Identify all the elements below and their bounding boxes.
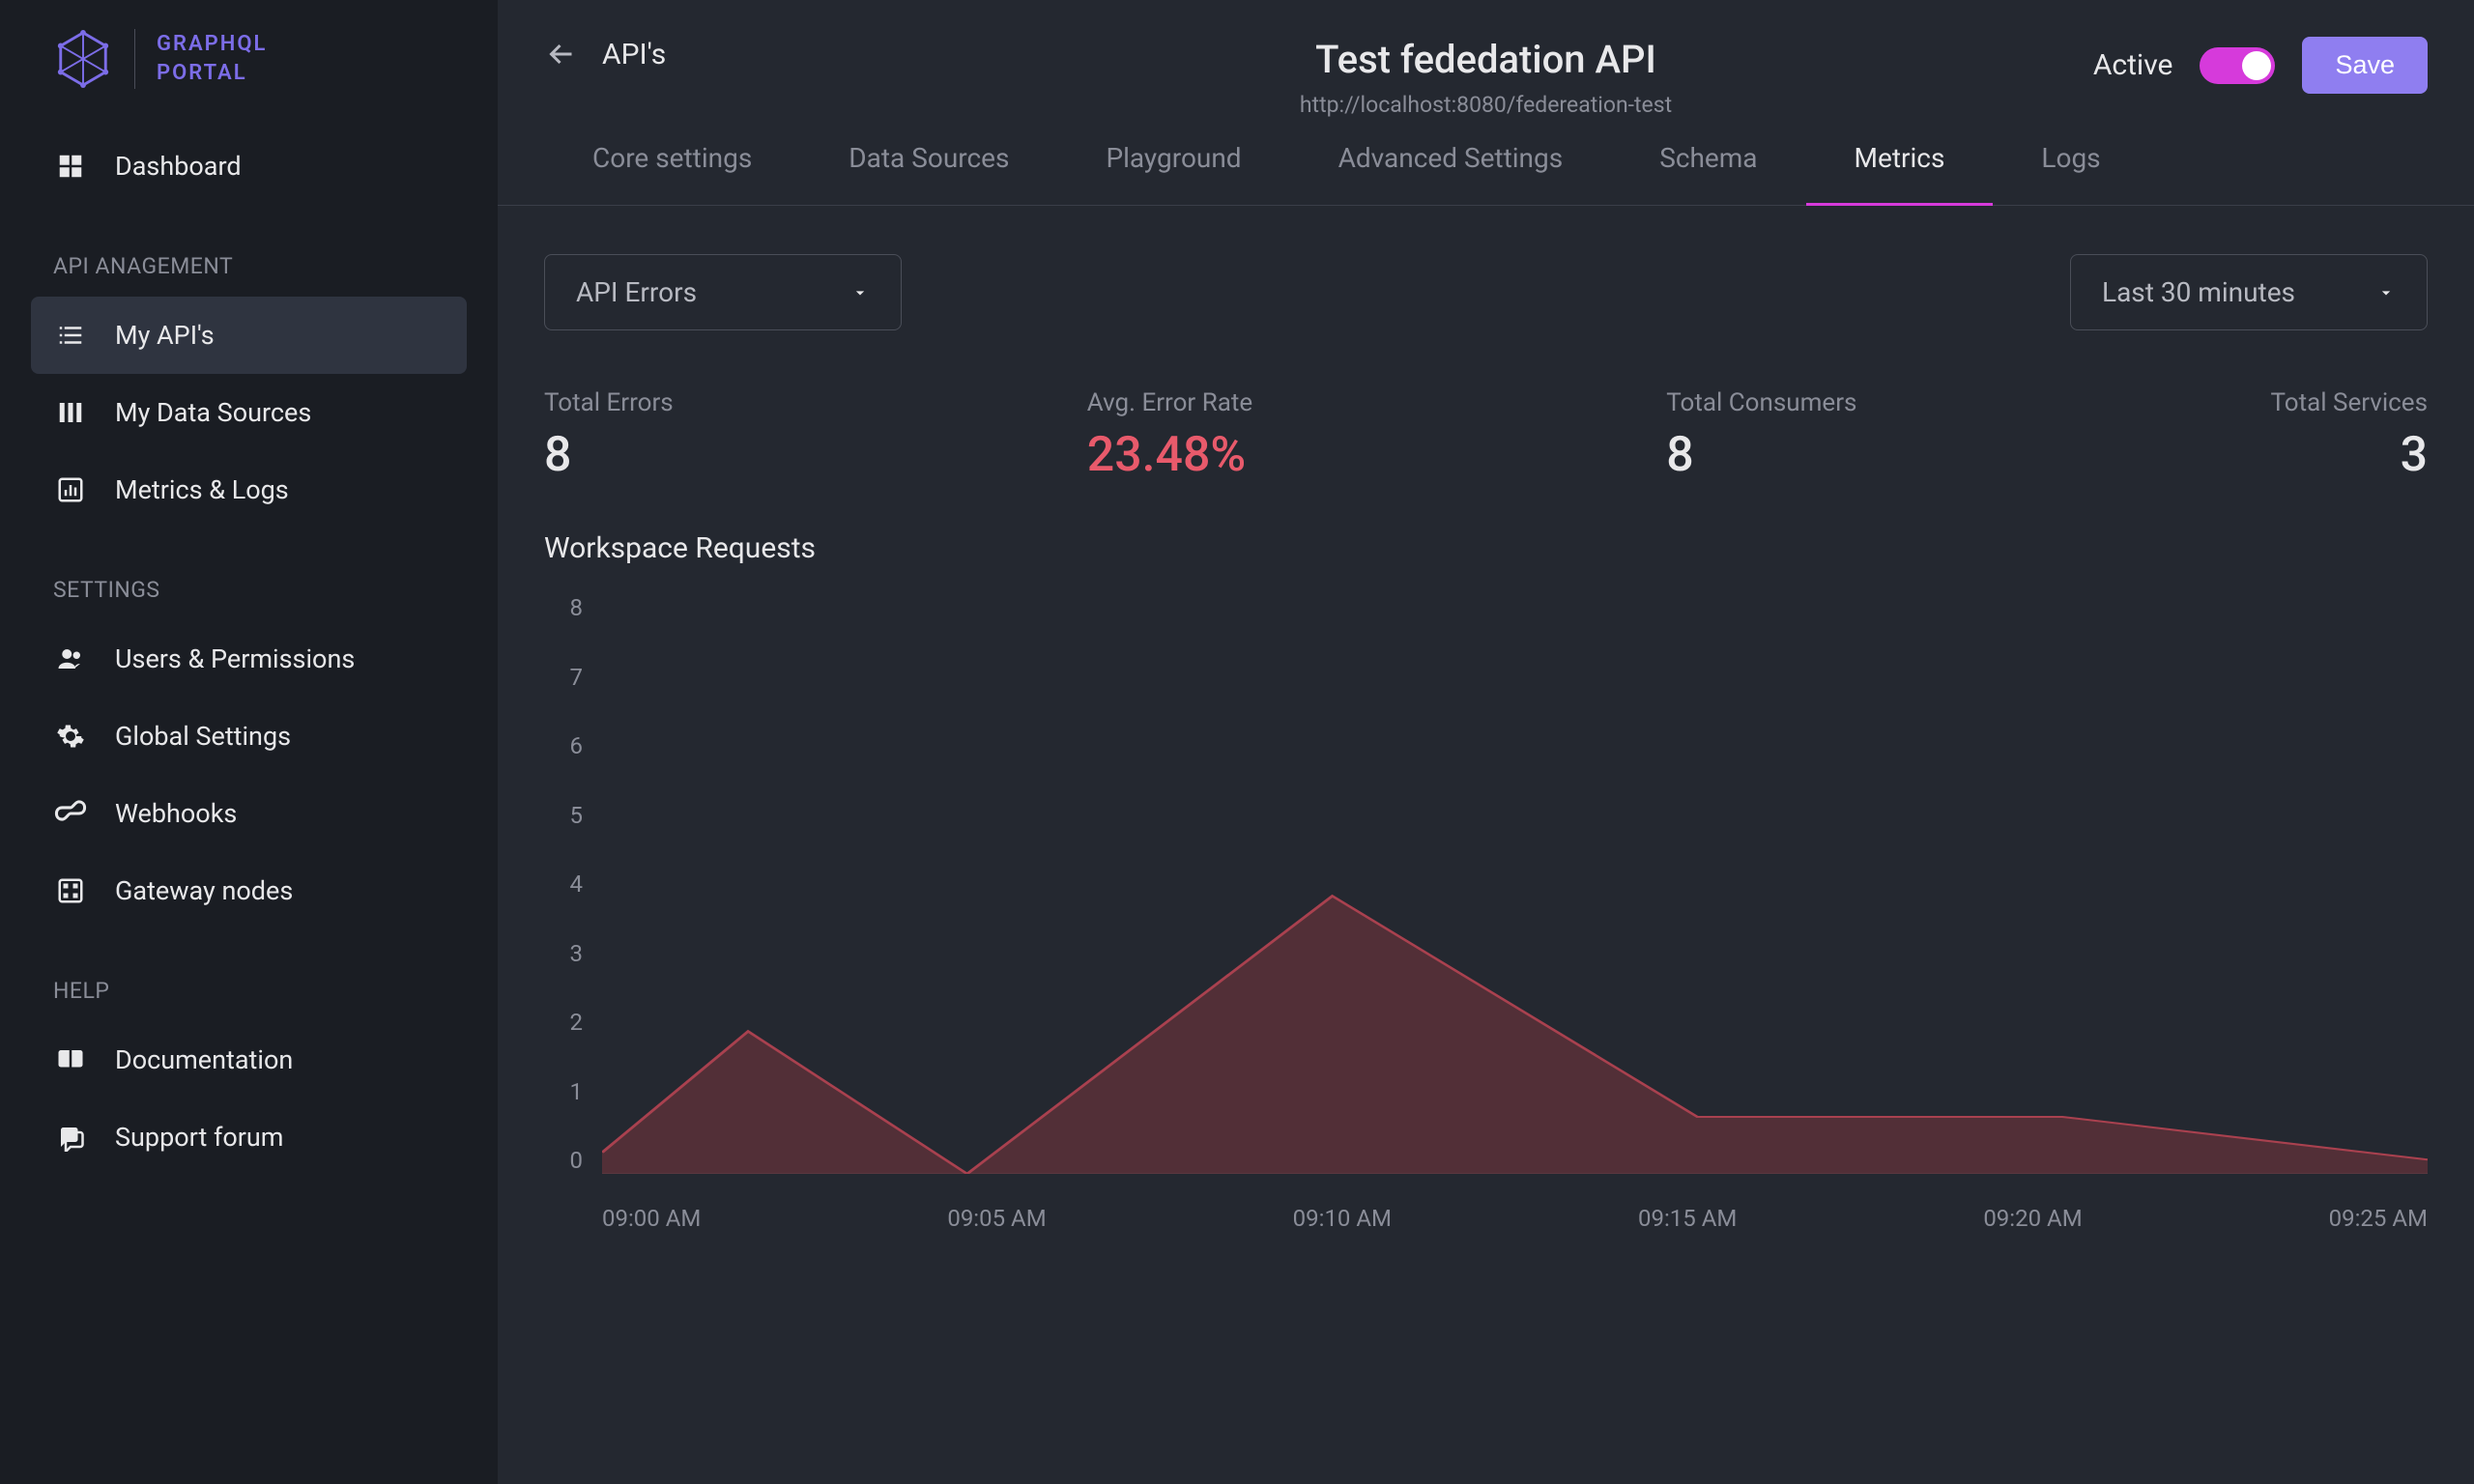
metric-select[interactable]: API Errors <box>544 254 902 330</box>
x-tick: 09:10 AM <box>1293 1205 1392 1232</box>
book-icon <box>53 1042 88 1077</box>
hexagon-logo-icon <box>53 29 113 89</box>
gear-icon <box>53 719 88 754</box>
sidebar-item-label: Users & Permissions <box>115 643 355 674</box>
sidebar-item-label: Documentation <box>115 1044 293 1075</box>
sidebar-item-my-apis[interactable]: My API's <box>31 297 467 374</box>
y-tick: 5 <box>544 802 583 829</box>
chart-section: Workspace Requests 876543210 09:00 AM09:… <box>498 483 2474 1232</box>
tab-core-settings[interactable]: Core settings <box>544 142 800 205</box>
sidebar-item-support-forum[interactable]: Support forum <box>0 1099 498 1176</box>
y-tick: 7 <box>544 664 583 691</box>
x-axis: 09:00 AM 09:05 AM 09:10 AM 09:15 AM 09:20 AM… <box>602 1205 2428 1232</box>
x-tick: 09:20 AM <box>1983 1205 2082 1232</box>
brand-name: GRAPHQL PORTAL <box>157 30 267 87</box>
sidebar-item-label: Gateway nodes <box>115 875 293 906</box>
stat-label: Total Consumers <box>1666 388 1856 417</box>
sidebar-item-documentation[interactable]: Documentation <box>0 1021 498 1099</box>
sidebar-item-label: My Data Sources <box>115 397 311 428</box>
chat-icon <box>53 1120 88 1155</box>
sidebar-item-dashboard[interactable]: Dashboard <box>0 128 498 205</box>
active-toggle[interactable] <box>2200 47 2275 84</box>
chart-title: Workspace Requests <box>544 531 2428 565</box>
sidebar-item-metrics-logs[interactable]: Metrics & Logs <box>0 451 498 528</box>
tab-logs[interactable]: Logs <box>1993 142 2148 205</box>
sidebar-item-global-settings[interactable]: Global Settings <box>0 698 498 775</box>
users-icon <box>53 642 88 676</box>
controls-row: API Errors Last 30 minutes <box>498 206 2474 330</box>
infinity-icon <box>53 796 88 831</box>
sidebar-section-help: HELP <box>0 929 498 1021</box>
x-tick: 09:00 AM <box>602 1205 701 1232</box>
time-range-select[interactable]: Last 30 minutes <box>2070 254 2428 330</box>
chevron-down-icon <box>2376 283 2396 302</box>
y-tick: 8 <box>544 594 583 621</box>
grid-icon <box>53 873 88 908</box>
y-tick: 1 <box>544 1078 583 1105</box>
stat-value: 3 <box>2271 427 2429 483</box>
sidebar-item-gateway-nodes[interactable]: Gateway nodes <box>0 852 498 929</box>
stat-value: 8 <box>1666 427 1856 483</box>
sidebar-item-webhooks[interactable]: Webhooks <box>0 775 498 852</box>
save-button[interactable]: Save <box>2302 37 2428 94</box>
sidebar-item-users[interactable]: Users & Permissions <box>0 620 498 698</box>
dashboard-icon <box>53 149 88 184</box>
stat-card: Total Errors 8 <box>544 388 674 483</box>
sidebar-section-settings: SETTINGS <box>0 528 498 620</box>
page-header: API's Test fededation API http://localho… <box>498 0 2474 94</box>
tab-metrics[interactable]: Metrics <box>1806 142 1994 205</box>
chart-icon <box>53 472 88 507</box>
main-content: API's Test fededation API http://localho… <box>498 0 2474 1484</box>
sidebar-item-label: Metrics & Logs <box>115 474 289 505</box>
y-tick: 2 <box>544 1009 583 1036</box>
sidebar-item-label: Global Settings <box>115 721 291 752</box>
sidebar-item-label: Dashboard <box>115 151 242 182</box>
y-tick: 4 <box>544 870 583 898</box>
active-label: Active <box>2093 48 2173 82</box>
stat-label: Total Services <box>2271 388 2429 417</box>
list-icon <box>53 318 88 353</box>
page-url: http://localhost:8080/federeation-test <box>1300 92 1672 118</box>
sidebar-item-data-sources[interactable]: My Data Sources <box>0 374 498 451</box>
plot-area <box>602 604 2428 1174</box>
sidebar-item-label: Webhooks <box>115 798 237 829</box>
tab-data-sources[interactable]: Data Sources <box>800 142 1057 205</box>
y-axis: 8 7 6 5 4 3 2 1 0 <box>544 594 583 1174</box>
stat-label: Total Errors <box>544 388 674 417</box>
tab-advanced-settings[interactable]: Advanced Settings <box>1290 142 1612 205</box>
sidebar: GRAPHQL PORTAL Dashboard API ANAGEMENT M… <box>0 0 498 1484</box>
sidebar-item-label: My API's <box>115 320 215 351</box>
brand-logo[interactable]: GRAPHQL PORTAL <box>0 29 498 128</box>
stat-card: Total Services 3 <box>2271 388 2429 483</box>
x-tick: 09:15 AM <box>1638 1205 1737 1232</box>
stat-card: Total Consumers 8 <box>1666 388 1856 483</box>
y-tick: 6 <box>544 732 583 759</box>
y-tick: 0 <box>544 1147 583 1174</box>
workspace-requests-chart: 8 7 6 5 4 3 2 1 0 09:00 AM 09:05 AM 09:10 AM 09:15 … <box>544 594 2428 1232</box>
columns-icon <box>53 395 88 430</box>
stat-value: 8 <box>544 427 674 483</box>
y-tick: 3 <box>544 940 583 967</box>
tab-schema[interactable]: Schema <box>1611 142 1805 205</box>
tab-playground[interactable]: Playground <box>1057 142 1289 205</box>
arrow-left-icon <box>544 37 579 71</box>
back-button[interactable]: API's <box>544 37 666 71</box>
sidebar-section-api: API ANAGEMENT <box>0 205 498 297</box>
stat-card: Avg. Error Rate 23.48% <box>1087 388 1252 483</box>
x-tick: 09:25 AM <box>2329 1205 2428 1232</box>
stats-row: Total Errors 8 Avg. Error Rate 23.48% Total … <box>498 330 2474 483</box>
stat-label: Avg. Error Rate <box>1087 388 1252 417</box>
stat-value: 23.48% <box>1087 427 1252 483</box>
chevron-down-icon <box>850 283 870 302</box>
page-title: Test fededation API <box>1300 37 1672 82</box>
sidebar-item-label: Support forum <box>115 1122 283 1153</box>
x-tick: 09:05 AM <box>947 1205 1046 1232</box>
back-label: API's <box>602 38 666 71</box>
